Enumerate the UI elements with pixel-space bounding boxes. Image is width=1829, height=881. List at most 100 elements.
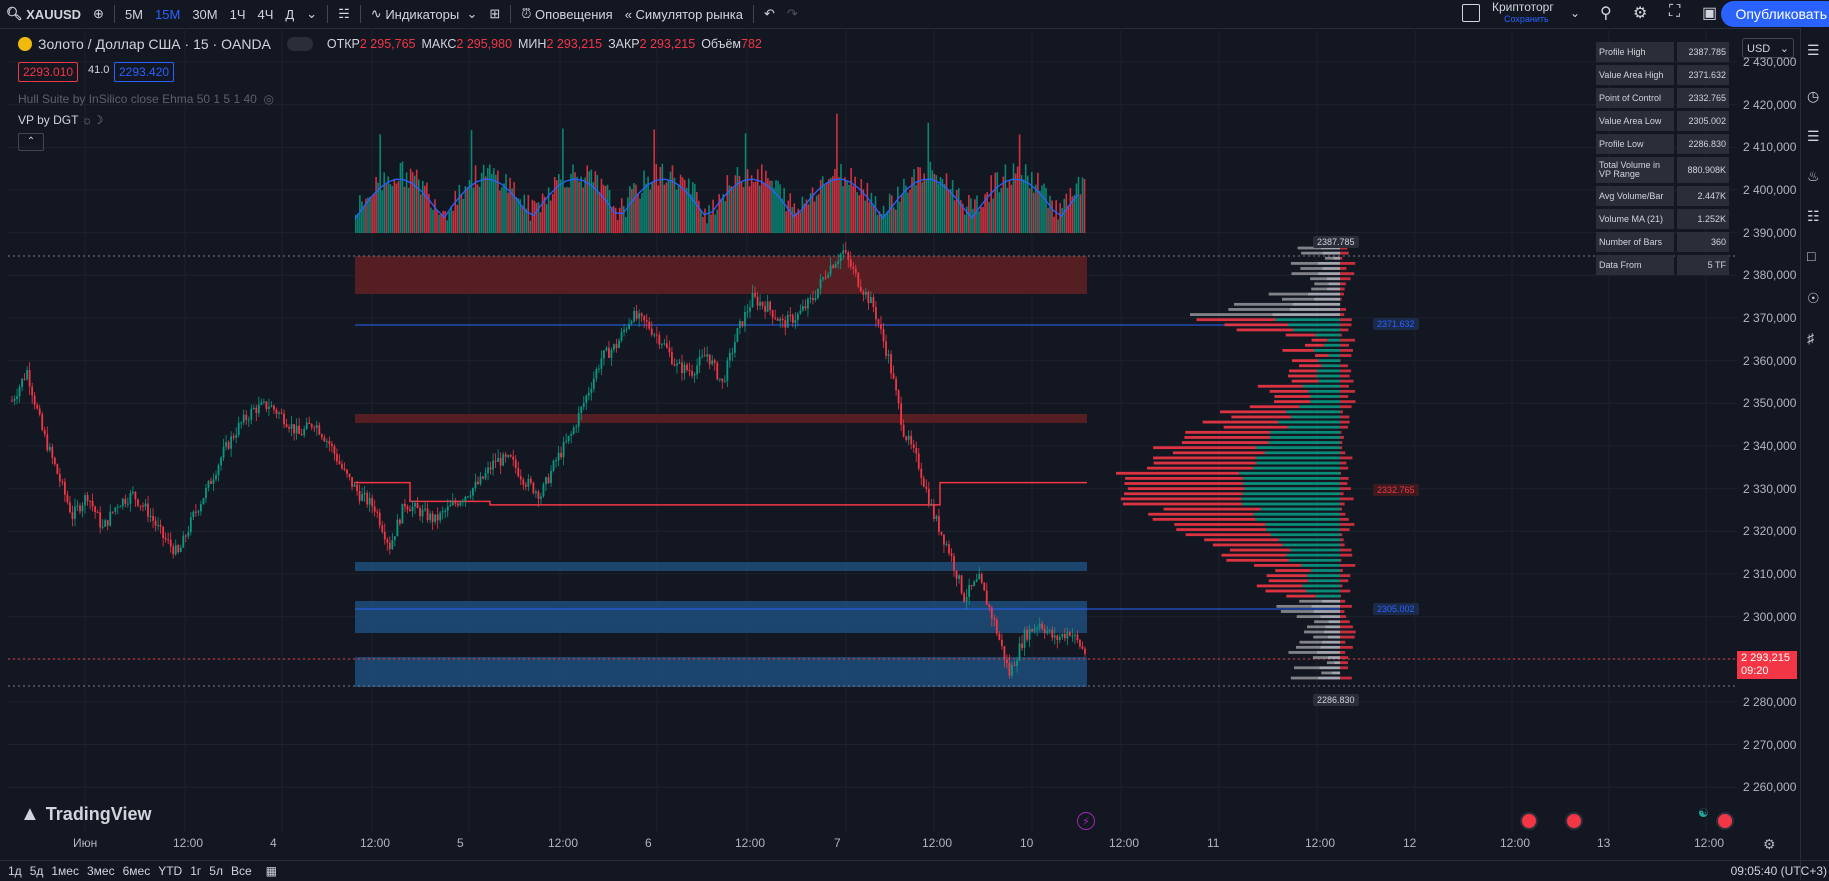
volume-bar: [660, 167, 662, 233]
hull-indicator-label[interactable]: Hull Suite by InSilico close Ehma 50 1 5…: [18, 92, 274, 106]
candle-body: [956, 571, 958, 579]
candle-body: [162, 527, 164, 538]
volume-bar: [921, 182, 923, 233]
candle-body: [424, 509, 426, 510]
templates-button[interactable]: ⊞: [483, 0, 506, 28]
alerts-button[interactable]: ⏰︎ Оповещения: [515, 0, 618, 28]
interval-4h[interactable]: 4Ч: [252, 0, 280, 28]
settings-gear-icon[interactable]: ⚙: [1633, 3, 1647, 23]
profile-bar-buy: [1243, 482, 1340, 485]
candle-body: [137, 499, 139, 505]
profile-bar-buy: [1265, 523, 1340, 526]
watchlist-icon[interactable]: ☰: [1807, 42, 1820, 59]
candle-body: [653, 334, 655, 335]
range-button[interactable]: 5д: [30, 864, 44, 878]
us-flag-event-icon[interactable]: [1565, 812, 1583, 830]
broadcast-icon[interactable]: ☉: [1807, 290, 1820, 307]
chart-type-button[interactable]: ☵: [332, 0, 356, 28]
us-flag-event-icon[interactable]: [1520, 812, 1538, 830]
interval-1d[interactable]: Д: [279, 0, 300, 28]
bell-icon[interactable]: ♯: [1807, 330, 1814, 346]
calendar-range-icon[interactable]: ▦: [266, 864, 277, 878]
indicators-button[interactable]: ∿ Индикаторы ⌄: [365, 0, 484, 28]
symbol-title[interactable]: Золото / Доллар США · 15 · OANDA: [38, 36, 271, 52]
chevron-down-icon[interactable]: ⌄: [1570, 6, 1580, 20]
vp-indicator-label[interactable]: VP by DGT ☼☽: [18, 113, 103, 127]
link-icon[interactable]: ☯: [1698, 806, 1709, 820]
volume-bar: [773, 188, 775, 233]
candle-body: [457, 504, 459, 506]
range-button[interactable]: 1д: [8, 864, 22, 878]
volume-bar: [674, 178, 676, 233]
volume-bar: [678, 185, 680, 233]
undo-button[interactable]: ↶: [758, 0, 781, 28]
profile-delta-bar: [1340, 298, 1341, 301]
volume-bar: [471, 130, 473, 233]
settings-icon[interactable]: ☼☽: [82, 113, 104, 127]
volume-bar: [558, 174, 560, 233]
fire-icon[interactable]: ♨: [1807, 168, 1820, 185]
candle-body: [555, 460, 557, 461]
profile-bar-buy: [1290, 308, 1340, 311]
publish-button[interactable]: Опубликовать: [1721, 1, 1829, 27]
interval-1h[interactable]: 1Ч: [224, 0, 252, 28]
sell-price-button[interactable]: 2293.010: [18, 62, 78, 82]
add-symbol-button[interactable]: ⊕: [87, 0, 110, 28]
candle-body: [482, 477, 484, 479]
layers-icon[interactable]: ☰: [1807, 128, 1820, 145]
interval-dropdown-button[interactable]: ⌄: [300, 0, 323, 28]
clock-icon[interactable]: ◷: [1807, 88, 1819, 105]
interval-5m[interactable]: 5M: [119, 0, 149, 28]
volume-bar: [1059, 203, 1061, 233]
candle-body: [865, 292, 867, 295]
chart-canvas[interactable]: [0, 28, 1800, 860]
lightning-icon[interactable]: ⚡︎: [1077, 812, 1095, 830]
demand-zone-1: [355, 562, 1087, 571]
volume-bar: [863, 189, 865, 233]
symbol-search-button[interactable]: 🔍︎ XAUUSD: [0, 0, 87, 28]
range-button[interactable]: 1мес: [51, 864, 79, 878]
hidden-eye-icon[interactable]: ◎: [263, 92, 273, 106]
range-button[interactable]: YTD: [158, 864, 182, 878]
camera-icon[interactable]: ▣: [1702, 3, 1717, 23]
us-flag-event-icon[interactable]: [1716, 812, 1734, 830]
clock-readout[interactable]: 09:05:40 (UTC+3): [1731, 864, 1827, 878]
candle-body: [623, 330, 625, 332]
candle-body: [805, 306, 807, 308]
redo-button[interactable]: ↷: [781, 0, 804, 28]
buy-price-button[interactable]: 2293.420: [114, 62, 174, 82]
range-button[interactable]: Все: [231, 864, 252, 878]
candle-body: [920, 469, 922, 479]
axis-settings-gear-icon[interactable]: ⚙: [1763, 836, 1776, 853]
quick-search-icon[interactable]: ⚲: [1600, 3, 1612, 23]
interval-15m[interactable]: 15M: [149, 0, 186, 28]
candle-body: [175, 545, 177, 554]
chat-icon[interactable]: □: [1807, 248, 1815, 264]
profile-bar-sell: [1116, 472, 1239, 475]
profile-bar-sell: [1154, 462, 1257, 465]
collapse-legend-button[interactable]: ⌃: [18, 133, 44, 151]
candle-body: [925, 487, 927, 489]
replay-button[interactable]: « Симулятор рынка: [619, 0, 749, 28]
profile-delta-bar: [1340, 590, 1350, 593]
volume-bar: [359, 195, 361, 233]
range-button[interactable]: 1г: [190, 864, 201, 878]
range-button[interactable]: 3мес: [87, 864, 115, 878]
range-button[interactable]: 5л: [209, 864, 223, 878]
profile-bar-sell: [1125, 477, 1243, 480]
layout-name-button[interactable]: Криптоторг Сохранить: [1492, 1, 1554, 25]
volume-bar: [499, 190, 501, 233]
range-button[interactable]: 6мес: [123, 864, 151, 878]
volume-bar: [465, 186, 467, 233]
calendar-icon[interactable]: ☷: [1807, 208, 1820, 225]
profile-bar-sell: [1286, 595, 1316, 598]
tradingview-logo[interactable]: ▲TradingView: [20, 803, 152, 826]
price-tick-label: 2 350,000: [1743, 396, 1796, 410]
fullscreen-icon[interactable]: ⛶: [1669, 3, 1680, 21]
market-status-badge[interactable]: [287, 37, 313, 51]
layout-square-icon[interactable]: [1462, 4, 1480, 22]
interval-30m[interactable]: 30M: [186, 0, 223, 28]
candle-body: [515, 460, 517, 468]
